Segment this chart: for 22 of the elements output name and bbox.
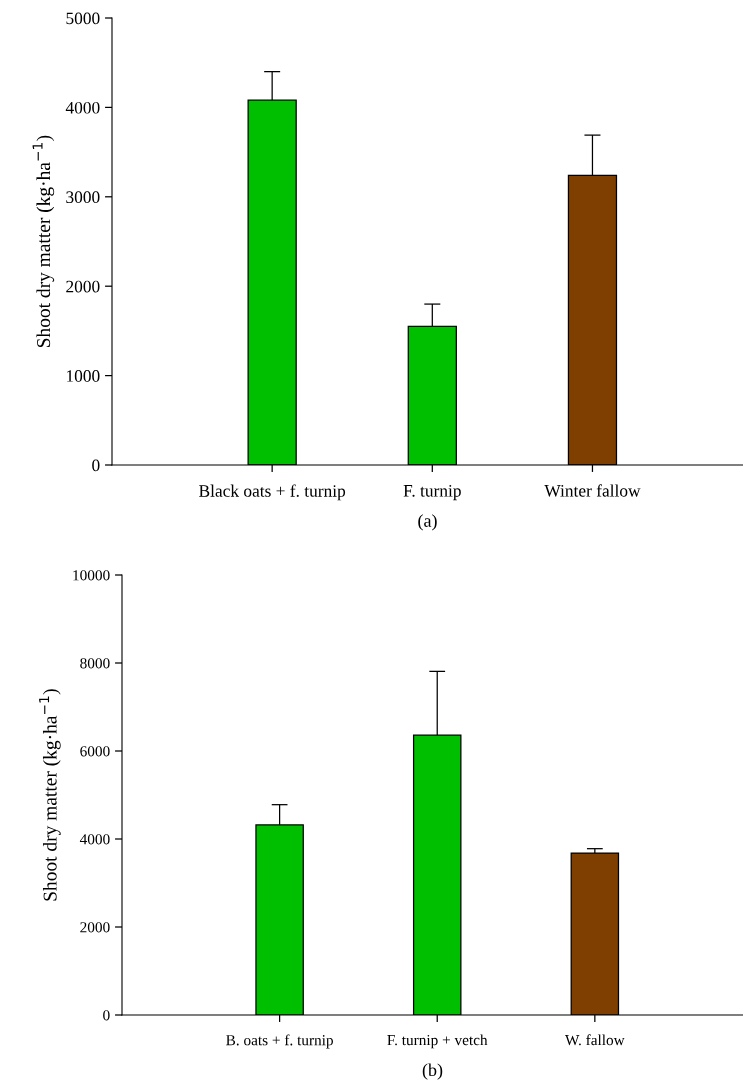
y-tick-label: 2000 — [80, 922, 110, 933]
y-axis-title: Shoot dry matter (kg·ha$^{−1}$) — [32, 135, 55, 348]
x-tick-label: F. turnip + vetch — [387, 1034, 488, 1049]
y-tick-label: 8000 — [80, 658, 110, 669]
x-tick-label: Black oats + f. turnip — [199, 484, 346, 501]
y-tick-label: 6000 — [80, 746, 110, 757]
y-tick-label: 0 — [92, 459, 100, 472]
y-tick-label: 10000 — [73, 570, 110, 581]
x-tick-label: F. turnip — [403, 485, 461, 501]
y-tick-label: 2000 — [66, 280, 100, 293]
x-tick-label: B. oats + f. turnip — [226, 1034, 333, 1049]
y-tick-label: 0 — [103, 1010, 110, 1021]
y-tick-label: 1000 — [67, 370, 100, 382]
y-tick-label: 5000 — [66, 12, 100, 25]
x-tick-label: W. fallow — [565, 1034, 625, 1046]
y-tick-label: 4000 — [65, 101, 100, 114]
text: (b) — [422, 1063, 443, 1080]
text: (a) — [418, 514, 437, 531]
y-tick-label: 3000 — [66, 191, 100, 203]
y-tick-label: 4000 — [79, 834, 110, 845]
x-tick-label: Winter fallow — [544, 484, 641, 497]
y-axis-title: Shoot dry matter (kg·ha$^{−1}$) — [39, 689, 61, 901]
